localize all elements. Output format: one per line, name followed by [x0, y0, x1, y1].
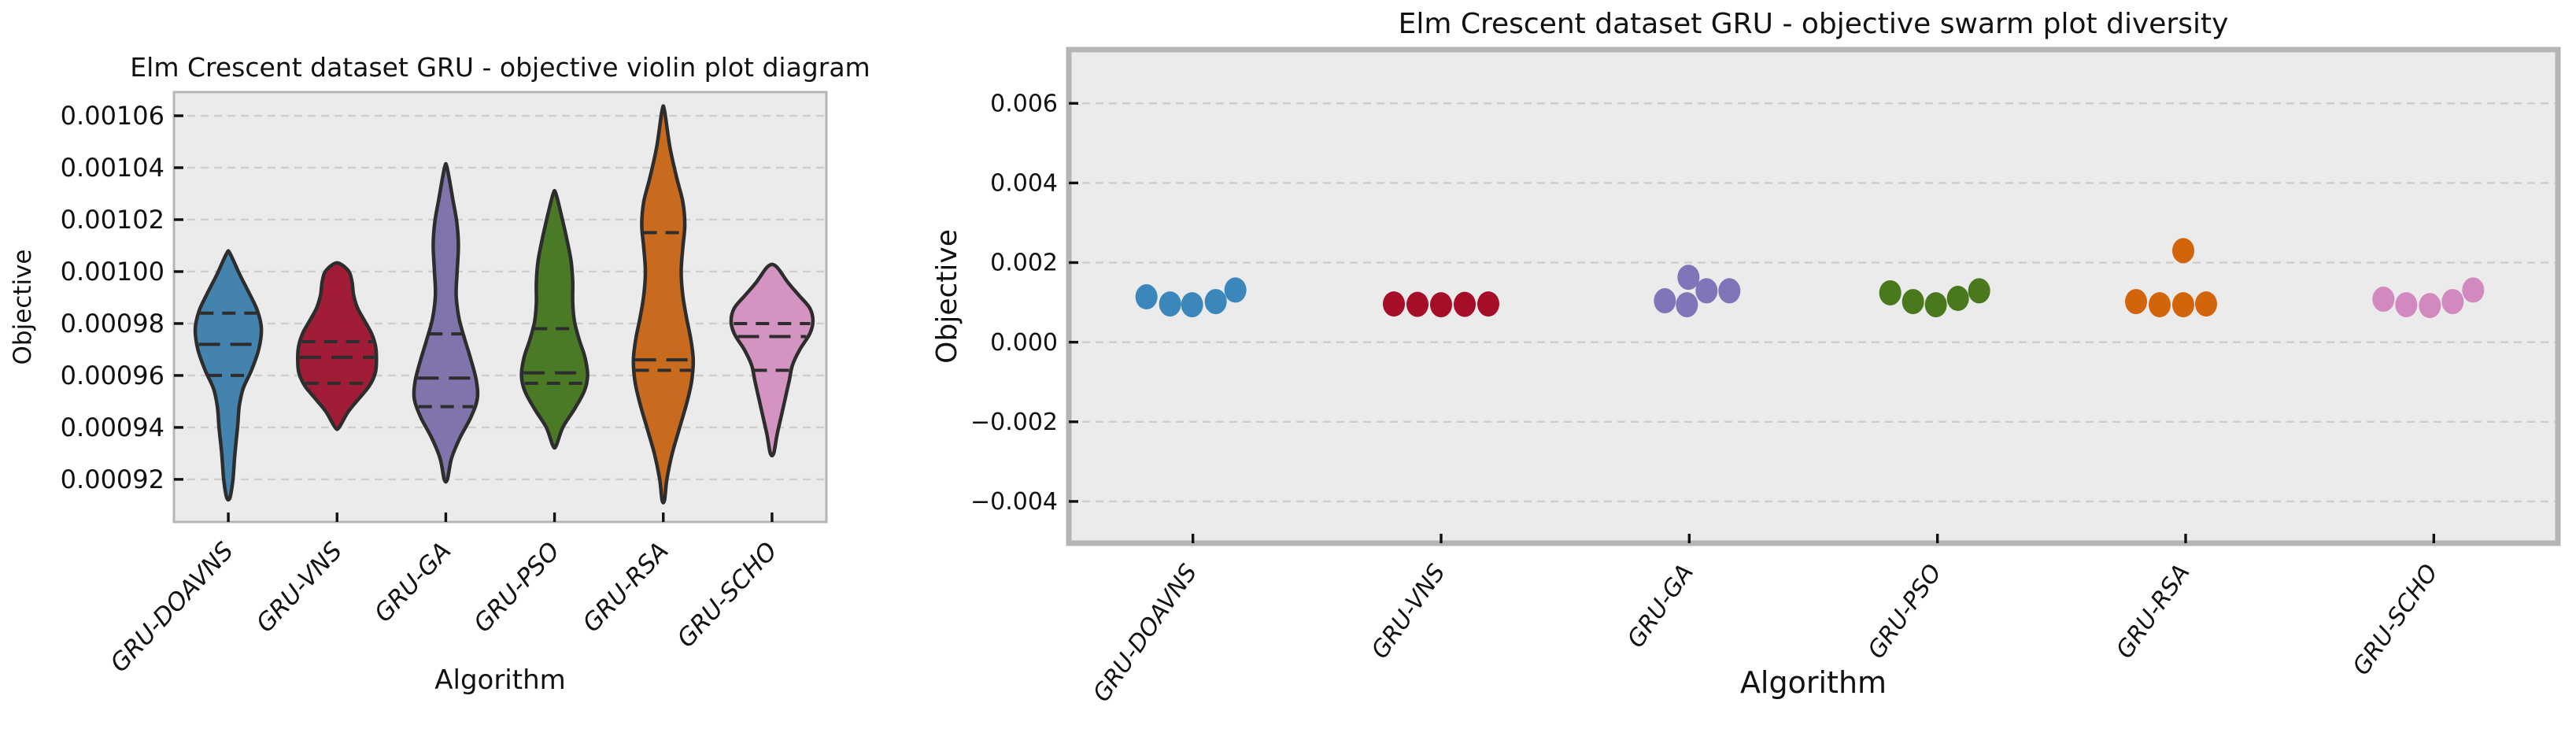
violin-GRU-GA — [412, 161, 480, 484]
y-tick-label: 0.00094 — [61, 413, 164, 442]
swarm-dot — [1879, 279, 1902, 305]
violin-body — [631, 104, 696, 505]
y-tick-label: 0.00104 — [61, 153, 164, 183]
x-tick-label: GRU-RSA — [2111, 560, 2195, 664]
violin-GRU-VNS — [296, 261, 379, 431]
swarm-dot — [2395, 292, 2418, 318]
chart-title: Elm Crescent dataset GRU - objective swa… — [1399, 8, 2229, 40]
y-tick-label: 0.006 — [990, 90, 1058, 117]
swarm-group-GRU-PSO — [1879, 278, 1990, 318]
swarm-dot — [1654, 288, 1676, 314]
gridlines — [174, 114, 826, 481]
violin-chart: 0.00106 0.00104 0.00102 0.00100 0.00098 0.000… — [9, 52, 870, 696]
x-tick-label: GRU-DOAVNS — [1088, 560, 1203, 708]
swarm-chart: 0.006 0.004 0.002 0.000 −0.002 −0.004 GRU-DOAV… — [931, 8, 2561, 708]
y-tick-label: 0.000 — [990, 329, 1058, 357]
plot-frame — [172, 91, 828, 524]
x-tick-label: GRU-RSA — [578, 537, 674, 638]
swarm-dot — [1902, 289, 1924, 315]
x-tick-label: GRU-DOAVNS — [105, 537, 239, 678]
chart-title: Elm Crescent dataset GRU - objective vio… — [130, 52, 870, 83]
y-tick-label: 0.004 — [990, 170, 1058, 198]
swarm-dot — [2419, 293, 2441, 319]
swarm-dot — [2462, 277, 2485, 303]
swarm-dot — [1695, 278, 1718, 304]
violin-GRU-DOAVNS — [193, 249, 264, 501]
y-tick-label: 0.00092 — [61, 464, 164, 494]
swarm-dot — [2195, 291, 2217, 317]
swarm-group-GRU-GA — [1654, 265, 1741, 318]
x-tick-label: GRU-SCHO — [672, 537, 783, 653]
x-tick-label: GRU-GA — [1622, 560, 1699, 653]
gridlines — [1069, 102, 2558, 503]
swarm-dot — [1676, 292, 1698, 318]
swarm-group-GRU-VNS — [1383, 291, 1499, 318]
x-tick-label: GRU-VNS — [1366, 560, 1451, 664]
y-tick-label: 0.00100 — [61, 257, 164, 287]
swarm-group-GRU-RSA — [2125, 238, 2217, 318]
swarm-dot — [1968, 278, 1990, 304]
swarm-dot — [1430, 292, 1452, 318]
x-tick-label: GRU-PSO — [468, 537, 565, 638]
swarm-dot — [2125, 289, 2147, 315]
plot-frame — [1066, 46, 2561, 546]
swarm-dot — [2372, 287, 2395, 313]
x-axis-label: Algorithm — [434, 664, 566, 696]
swarm-group-GRU-SCHO — [2372, 277, 2485, 319]
violin-GRU-PSO — [519, 189, 589, 450]
x-tick-label: GRU-SCHO — [2348, 560, 2444, 681]
swarm-dot — [1181, 292, 1203, 318]
swarm-dot — [2172, 238, 2194, 264]
y-tick-label: 0.00102 — [61, 205, 164, 235]
swarm-dot — [2441, 289, 2464, 315]
swarm-dot — [1924, 292, 1947, 318]
violin-body — [296, 261, 379, 431]
swarm-dot — [1718, 278, 1741, 304]
swarm-dot — [1454, 291, 1476, 317]
violin-GRU-RSA — [631, 104, 696, 505]
y-tick-label: 0.00096 — [61, 361, 164, 390]
swarm-dot — [2149, 292, 2171, 318]
violin-body — [412, 161, 480, 484]
x-tick-label: GRU-PSO — [1863, 560, 1948, 664]
y-tick-label: −0.004 — [970, 488, 1058, 516]
x-tick-label: GRU-VNS — [251, 537, 348, 638]
swarm-dot — [1946, 286, 1969, 312]
swarm-dot — [1677, 265, 1700, 290]
swarm-dot — [1383, 291, 1405, 317]
swarm-dot — [1159, 291, 1181, 317]
x-axis-label: Algorithm — [1740, 665, 1887, 700]
swarm-dot — [1224, 277, 1247, 303]
swarm-dot — [1135, 284, 1158, 310]
y-tick-label: −0.002 — [970, 409, 1058, 436]
swarm-dot — [1406, 291, 1428, 317]
x-tick-label: GRU-GA — [369, 537, 456, 628]
swarm-dot — [2172, 292, 2194, 318]
swarm-group-GRU-DOAVNS — [1135, 277, 1247, 318]
plot-area — [174, 92, 826, 522]
y-tick-label: 0.002 — [990, 250, 1058, 277]
violin-body — [729, 262, 815, 458]
y-tick-label: 0.00106 — [61, 101, 164, 131]
violin-GRU-SCHO — [729, 262, 815, 458]
plot-area — [1069, 50, 2558, 543]
swarm-dot — [1204, 289, 1227, 315]
y-axis-label: Objective — [9, 250, 37, 365]
swarm-dot — [1477, 291, 1499, 317]
y-tick-label: 0.00098 — [61, 309, 164, 339]
y-axis-label: Objective — [931, 229, 963, 364]
